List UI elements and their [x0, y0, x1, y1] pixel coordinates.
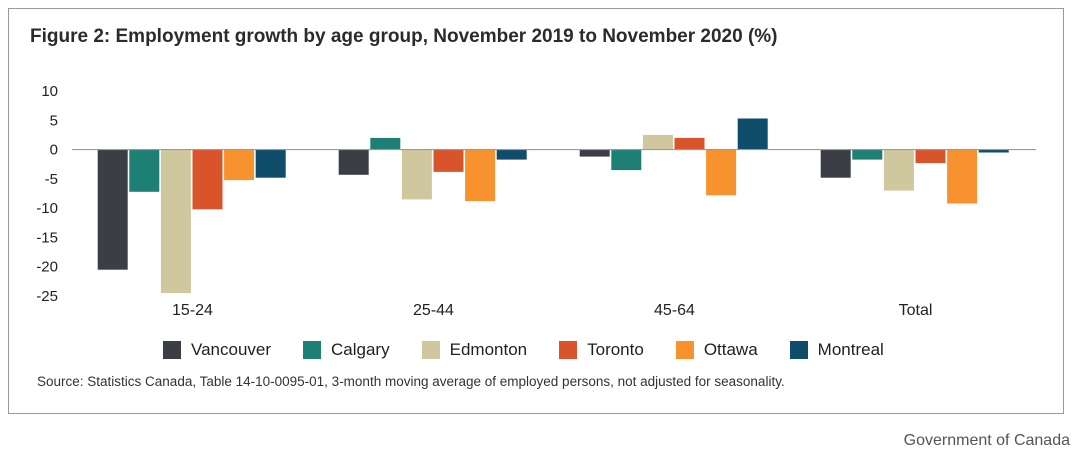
legend: Vancouver Calgary Edmonton Toronto Ottawa Mon… — [163, 340, 916, 360]
y-tick-label: 5 — [50, 112, 58, 129]
y-tick-label: -10 — [36, 200, 58, 217]
legend-swatch — [789, 341, 808, 359]
legend-label: Edmonton — [449, 340, 528, 359]
bar-edmonton-15-24 — [160, 149, 191, 294]
bar-montreal-15-24 — [255, 149, 286, 178]
chart-title: Figure 2: Employment growth by age group… — [30, 26, 778, 47]
legend-swatch — [675, 341, 694, 359]
x-category-label: 15-24 — [172, 302, 213, 319]
legend-item-calgary: Calgary — [303, 340, 390, 360]
bar-edmonton-45-64 — [642, 134, 673, 150]
bar-ottawa-25-44 — [465, 149, 496, 202]
bar-edmonton-25-44 — [401, 149, 432, 200]
legend-label: Ottawa — [703, 340, 758, 359]
bar-vancouver-15-24 — [97, 149, 128, 270]
legend-item-toronto: Toronto — [559, 340, 644, 360]
bar-ottawa-15-24 — [224, 149, 255, 181]
bar-toronto-45-64 — [674, 137, 705, 150]
y-tick-label: 0 — [50, 142, 58, 159]
bar-vancouver-25-44 — [338, 149, 369, 175]
bar-vancouver-total — [820, 149, 851, 178]
x-category-label: Total — [899, 302, 933, 319]
legend-swatch — [163, 341, 181, 359]
y-tick-label: -20 — [36, 259, 58, 276]
legend-swatch — [421, 341, 440, 359]
bar-ottawa-45-64 — [706, 149, 737, 196]
legend-swatch — [559, 341, 578, 359]
x-category-label: 45-64 — [654, 302, 695, 319]
legend-label: Toronto — [587, 340, 644, 359]
legend-label: Calgary — [331, 340, 390, 359]
y-tick-label: -15 — [36, 229, 58, 246]
legend-item-montreal: Montreal — [789, 340, 884, 360]
bar-toronto-25-44 — [433, 149, 464, 172]
bar-calgary-15-24 — [129, 149, 160, 192]
legend-label: Montreal — [817, 340, 884, 359]
x-category-label: 25-44 — [413, 302, 454, 319]
legend-item-ottawa: Ottawa — [675, 340, 758, 360]
y-tick-label: -5 — [45, 171, 58, 188]
bar-montreal-total — [978, 149, 1009, 153]
source-note: Source: Statistics Canada, Table 14-10-0… — [37, 374, 785, 389]
bar-edmonton-total — [883, 149, 914, 191]
legend-item-edmonton: Edmonton — [421, 340, 528, 360]
bar-toronto-total — [915, 149, 946, 164]
bar-calgary-25-44 — [370, 137, 401, 150]
bar-calgary-total — [852, 149, 883, 160]
bar-chart: 10 5 0 -5 -10 -15 -20 -25 15-24 25-44 45-64 Total — [36, 83, 1036, 319]
legend-item-vancouver: Vancouver — [163, 340, 271, 360]
bar-montreal-25-44 — [496, 149, 527, 160]
credit-text: Government of Canada — [903, 432, 1070, 449]
bar-toronto-15-24 — [192, 149, 223, 210]
bar-vancouver-45-64 — [579, 149, 610, 157]
legend-swatch — [303, 341, 322, 359]
bar-calgary-45-64 — [611, 149, 642, 171]
y-tick-label: -25 — [36, 288, 58, 305]
y-tick-label: 10 — [41, 83, 58, 100]
bar-montreal-45-64 — [737, 118, 768, 150]
bar-ottawa-total — [947, 149, 978, 204]
legend-label: Vancouver — [191, 340, 272, 359]
